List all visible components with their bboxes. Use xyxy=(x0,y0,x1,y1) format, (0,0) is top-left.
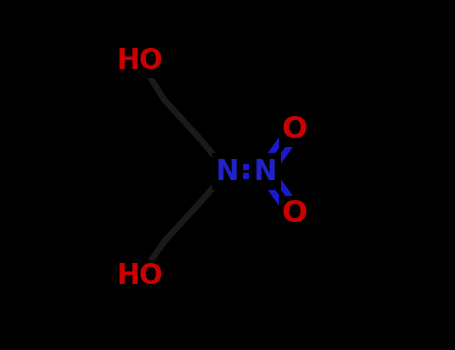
Text: O: O xyxy=(282,115,308,144)
Text: N: N xyxy=(216,158,239,186)
Text: N: N xyxy=(253,158,277,186)
Text: HO: HO xyxy=(116,47,163,75)
Text: O: O xyxy=(282,199,308,228)
Text: HO: HO xyxy=(116,262,163,290)
